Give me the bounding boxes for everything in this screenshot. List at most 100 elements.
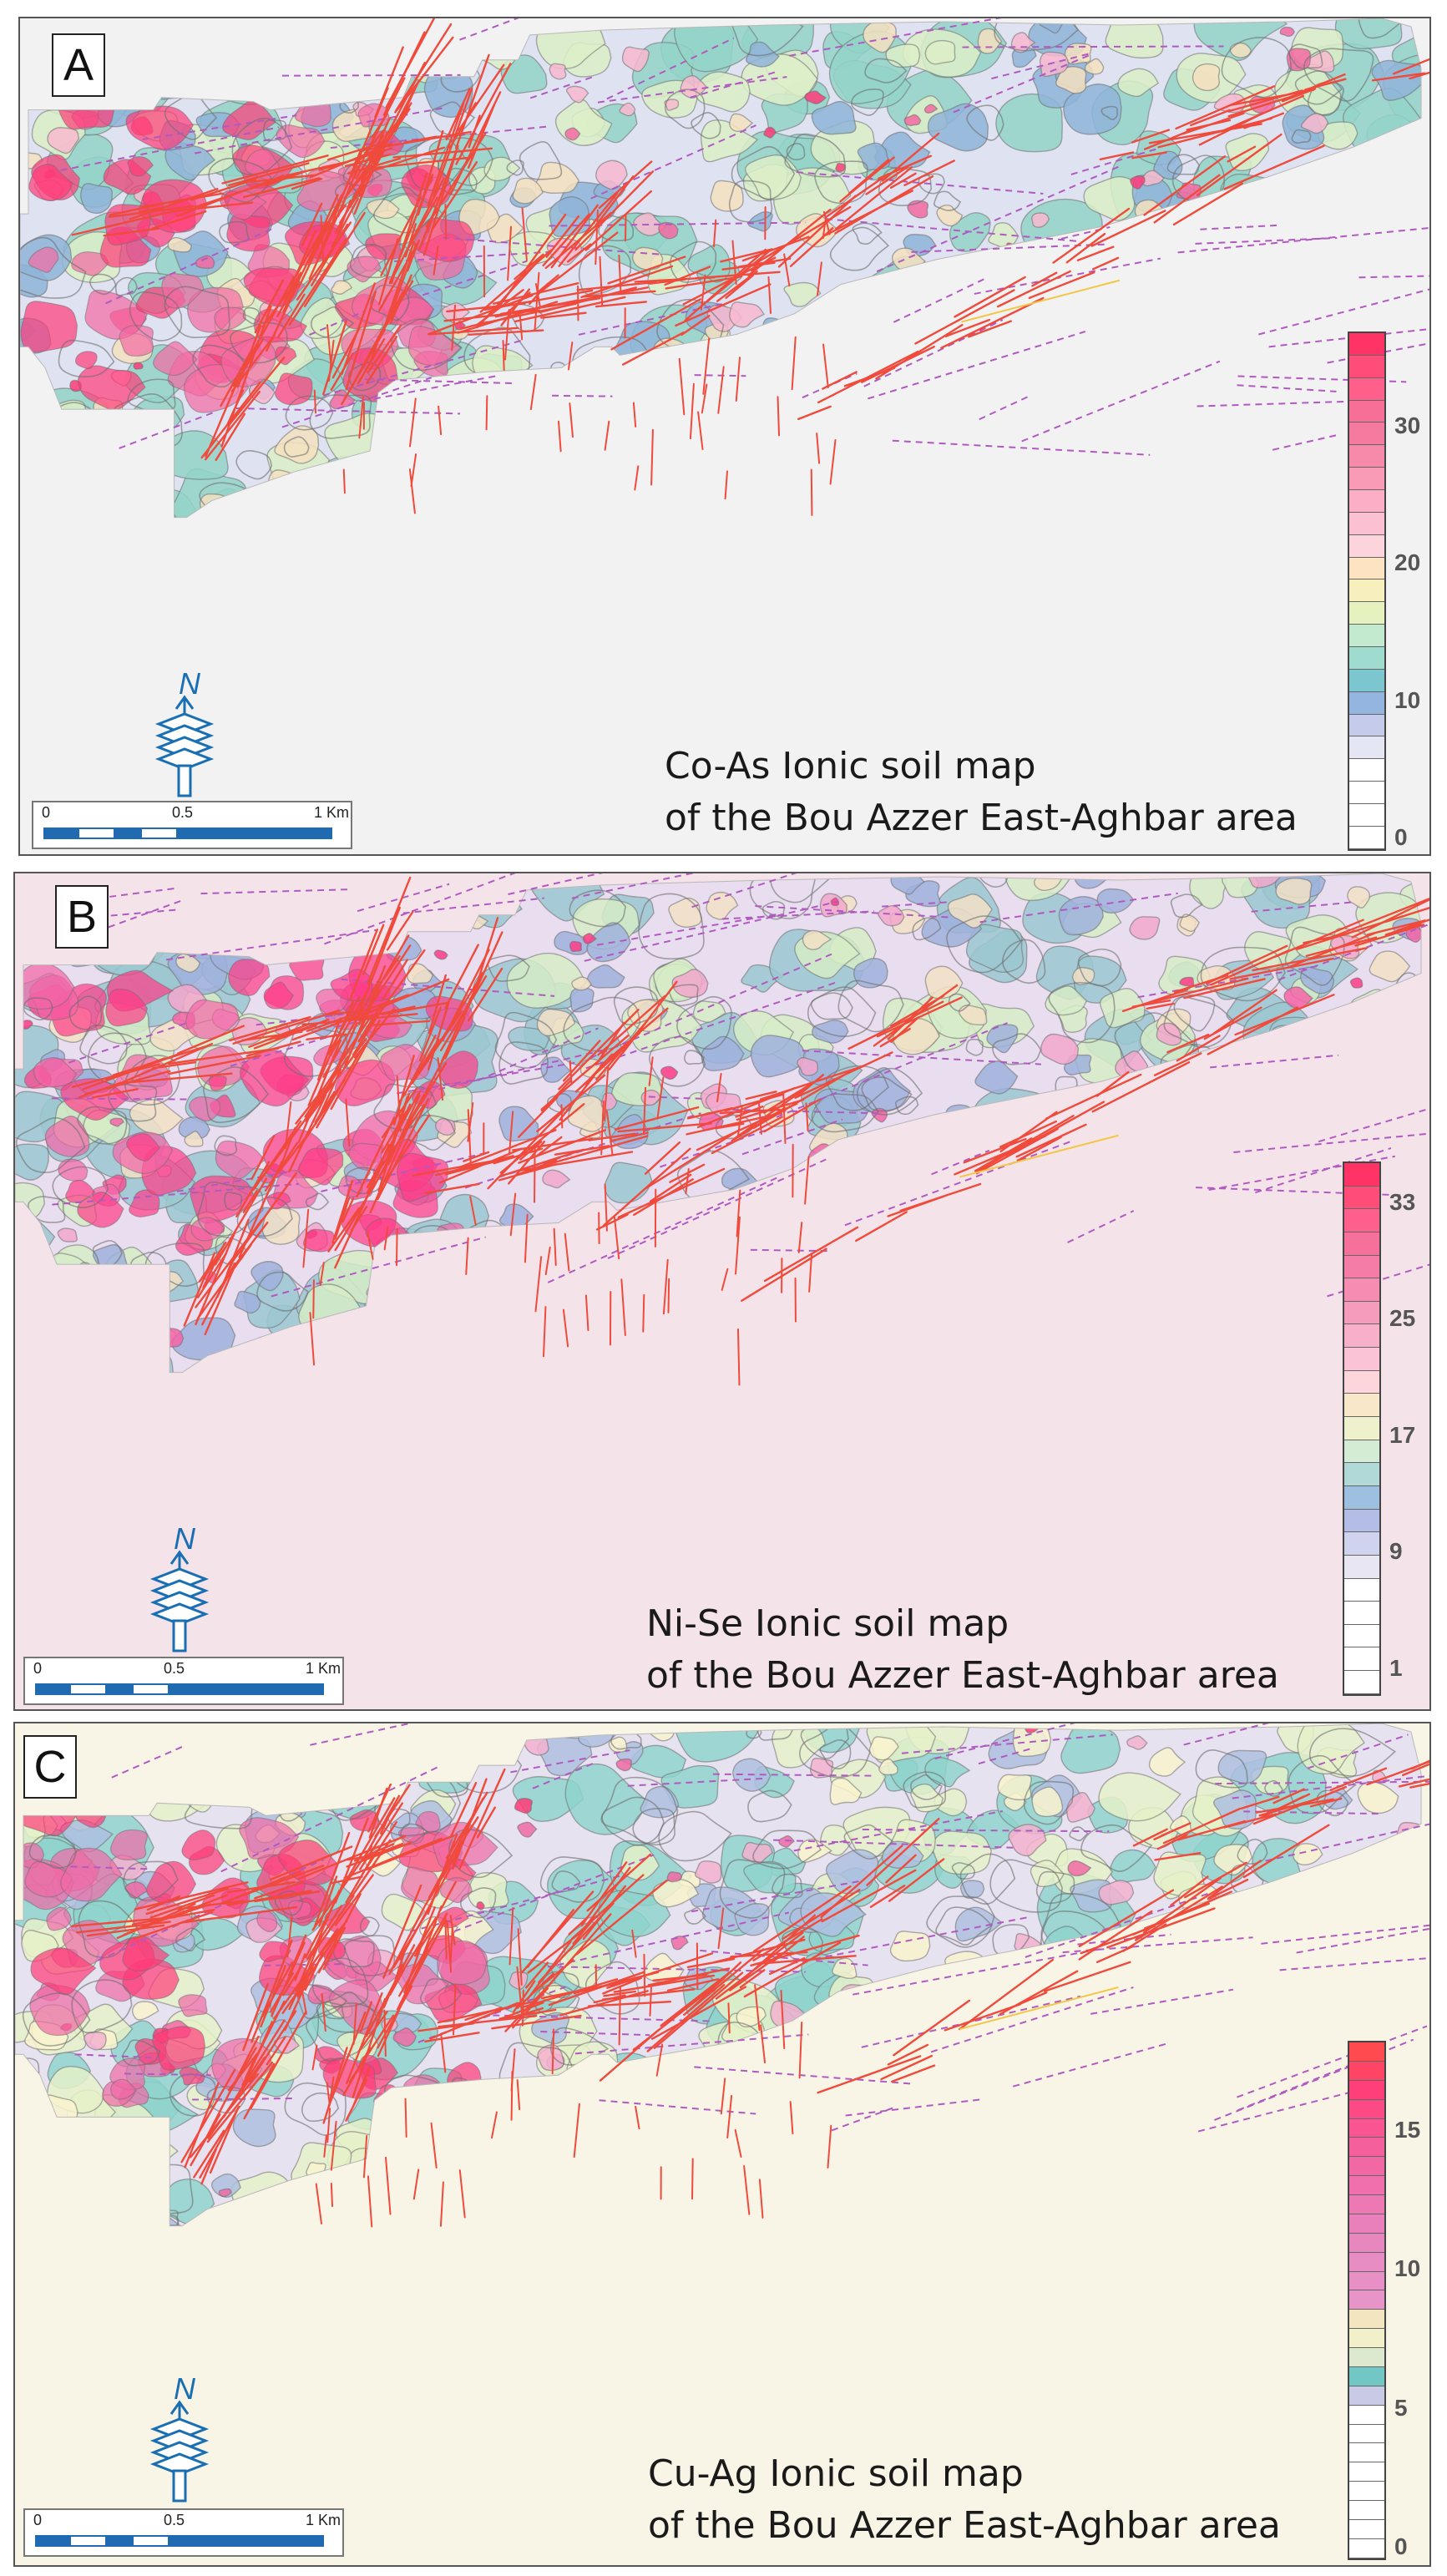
legend-tick-label: 9 — [1389, 1538, 1403, 1565]
legend-swatch — [1344, 1394, 1379, 1418]
fault-line — [321, 1920, 348, 1953]
dashed-fault — [853, 1947, 1105, 1996]
anomaly-patch — [1012, 1723, 1052, 1758]
fault-line — [716, 270, 758, 302]
fault-line — [1078, 1910, 1153, 1961]
fault-line — [320, 215, 325, 265]
north-base — [172, 2469, 187, 2503]
fault-line — [86, 1924, 165, 1937]
fault-line — [430, 2122, 438, 2169]
fault-line — [403, 1941, 423, 1994]
anomaly-patch — [30, 1947, 97, 1996]
anomaly-patch — [640, 1089, 661, 1106]
fault-line — [196, 1252, 228, 1298]
legend-swatch — [1349, 2176, 1384, 2195]
fault-line — [326, 324, 332, 365]
fault-line — [312, 1279, 315, 1319]
anomaly-patch — [1084, 58, 1105, 75]
fault-line — [550, 204, 599, 269]
contour-line — [92, 1240, 123, 1268]
fault-line — [791, 336, 797, 391]
fault-line — [752, 1885, 852, 1953]
anomaly-patch — [658, 221, 679, 240]
legend-swatch — [1349, 647, 1384, 670]
dashed-fault — [974, 257, 1161, 295]
dashed-fault — [863, 319, 1004, 387]
legend-swatch — [1349, 2138, 1384, 2158]
contour-line — [359, 1916, 380, 1937]
contour-line — [52, 1166, 109, 1208]
fault-line — [715, 1931, 804, 2000]
fault-line — [392, 177, 445, 279]
legend-swatch — [1344, 1278, 1379, 1302]
fault-line — [649, 1986, 652, 2017]
scale-segment — [71, 2537, 106, 2545]
dashed-fault — [402, 897, 544, 914]
contour-line — [829, 226, 890, 271]
dashed-fault — [862, 1828, 1110, 1833]
fault-line — [440, 2035, 447, 2073]
legend-swatch — [1344, 1209, 1379, 1232]
fault-line — [291, 177, 323, 190]
legend-tick-label: 25 — [1389, 1305, 1416, 1332]
fault-line — [760, 2024, 767, 2064]
fault-line — [121, 1072, 233, 1085]
anomaly-patch — [1008, 1824, 1047, 1857]
fault-line — [487, 1108, 565, 1190]
fault-line — [888, 1858, 945, 1902]
north-tier — [154, 747, 215, 771]
fault-line — [1252, 947, 1368, 972]
legend-swatch — [1349, 2424, 1384, 2444]
fault-line — [189, 2072, 259, 2158]
fault-line — [254, 1890, 321, 1903]
contour-line — [752, 1830, 822, 1870]
fault-line — [167, 1047, 280, 1065]
fault-line — [697, 411, 704, 451]
anomaly-patch — [1156, 1022, 1182, 1046]
legend-swatch — [1349, 377, 1384, 401]
fault-line — [244, 2052, 258, 2079]
fault-line — [798, 2021, 803, 2079]
fault-line — [587, 2000, 672, 2007]
anomaly-patch — [710, 180, 744, 212]
legend-swatch — [1349, 445, 1384, 468]
fault-line — [544, 212, 612, 270]
fault-line — [526, 1909, 575, 1968]
fault-line — [558, 420, 562, 453]
dashed-fault — [1062, 1936, 1253, 1954]
fault-line — [1371, 72, 1426, 82]
fault-line — [544, 1246, 551, 1276]
fault-line — [869, 1885, 906, 1908]
contour-line — [256, 1271, 309, 1312]
fault-line — [580, 1861, 628, 1927]
north-arrow-icon: N — [149, 1521, 210, 1652]
fault-line — [713, 219, 717, 248]
fault-line — [418, 1006, 442, 1062]
fault-line — [730, 1951, 808, 1958]
fault-line — [879, 1028, 911, 1048]
scale-segment — [168, 2537, 323, 2545]
fault-line — [804, 1156, 810, 1205]
dashed-fault — [979, 892, 1178, 924]
legend-swatch — [1349, 625, 1384, 648]
anomaly-patch — [542, 1169, 571, 1189]
dashed-fault — [574, 2033, 809, 2055]
contour-line — [242, 306, 261, 325]
contour-line — [730, 18, 804, 57]
fault-line — [322, 319, 348, 396]
fault-line — [501, 1148, 584, 1177]
contour-line — [926, 1895, 995, 1948]
fault-line — [1131, 129, 1171, 144]
north-arrow-icon: N — [149, 2371, 210, 2503]
fault-line — [78, 1081, 122, 1099]
fault-line — [996, 270, 1071, 308]
legend-swatch — [1349, 2214, 1384, 2234]
fault-line — [383, 2009, 387, 2057]
caption-line-2: of the Bou Azzer East-Aghbar area — [646, 1654, 1279, 1697]
contour-line — [487, 954, 530, 982]
fault-line — [319, 1262, 325, 1287]
scale-segment — [168, 1685, 323, 1693]
anomaly-patch — [569, 987, 594, 1013]
scale-label: 0 — [42, 804, 51, 821]
dashed-fault — [1233, 1132, 1429, 1154]
